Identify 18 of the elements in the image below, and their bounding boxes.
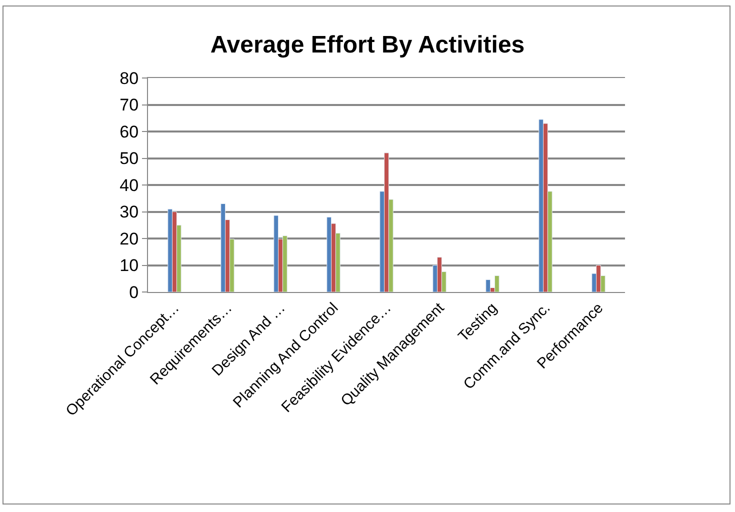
bar bbox=[494, 275, 500, 292]
y-tick-label: 40 bbox=[120, 176, 139, 195]
bar bbox=[538, 119, 544, 292]
bar bbox=[220, 203, 226, 292]
y-tick-label: 30 bbox=[120, 202, 139, 222]
y-tick-label: 70 bbox=[120, 96, 139, 115]
y-tick-label: 60 bbox=[120, 122, 139, 142]
bar bbox=[168, 208, 173, 292]
y-tick-label: 20 bbox=[120, 229, 139, 248]
y-tick-label: 80 bbox=[120, 68, 139, 88]
chart-title: Average Effort By Activities bbox=[210, 32, 525, 59]
bar bbox=[282, 236, 288, 292]
bar bbox=[486, 279, 491, 292]
bar bbox=[326, 216, 332, 292]
y-tick-label: 10 bbox=[120, 256, 139, 276]
bar bbox=[274, 215, 279, 292]
y-tick-label: 0 bbox=[129, 282, 139, 302]
y-tick-label: 50 bbox=[120, 149, 139, 168]
